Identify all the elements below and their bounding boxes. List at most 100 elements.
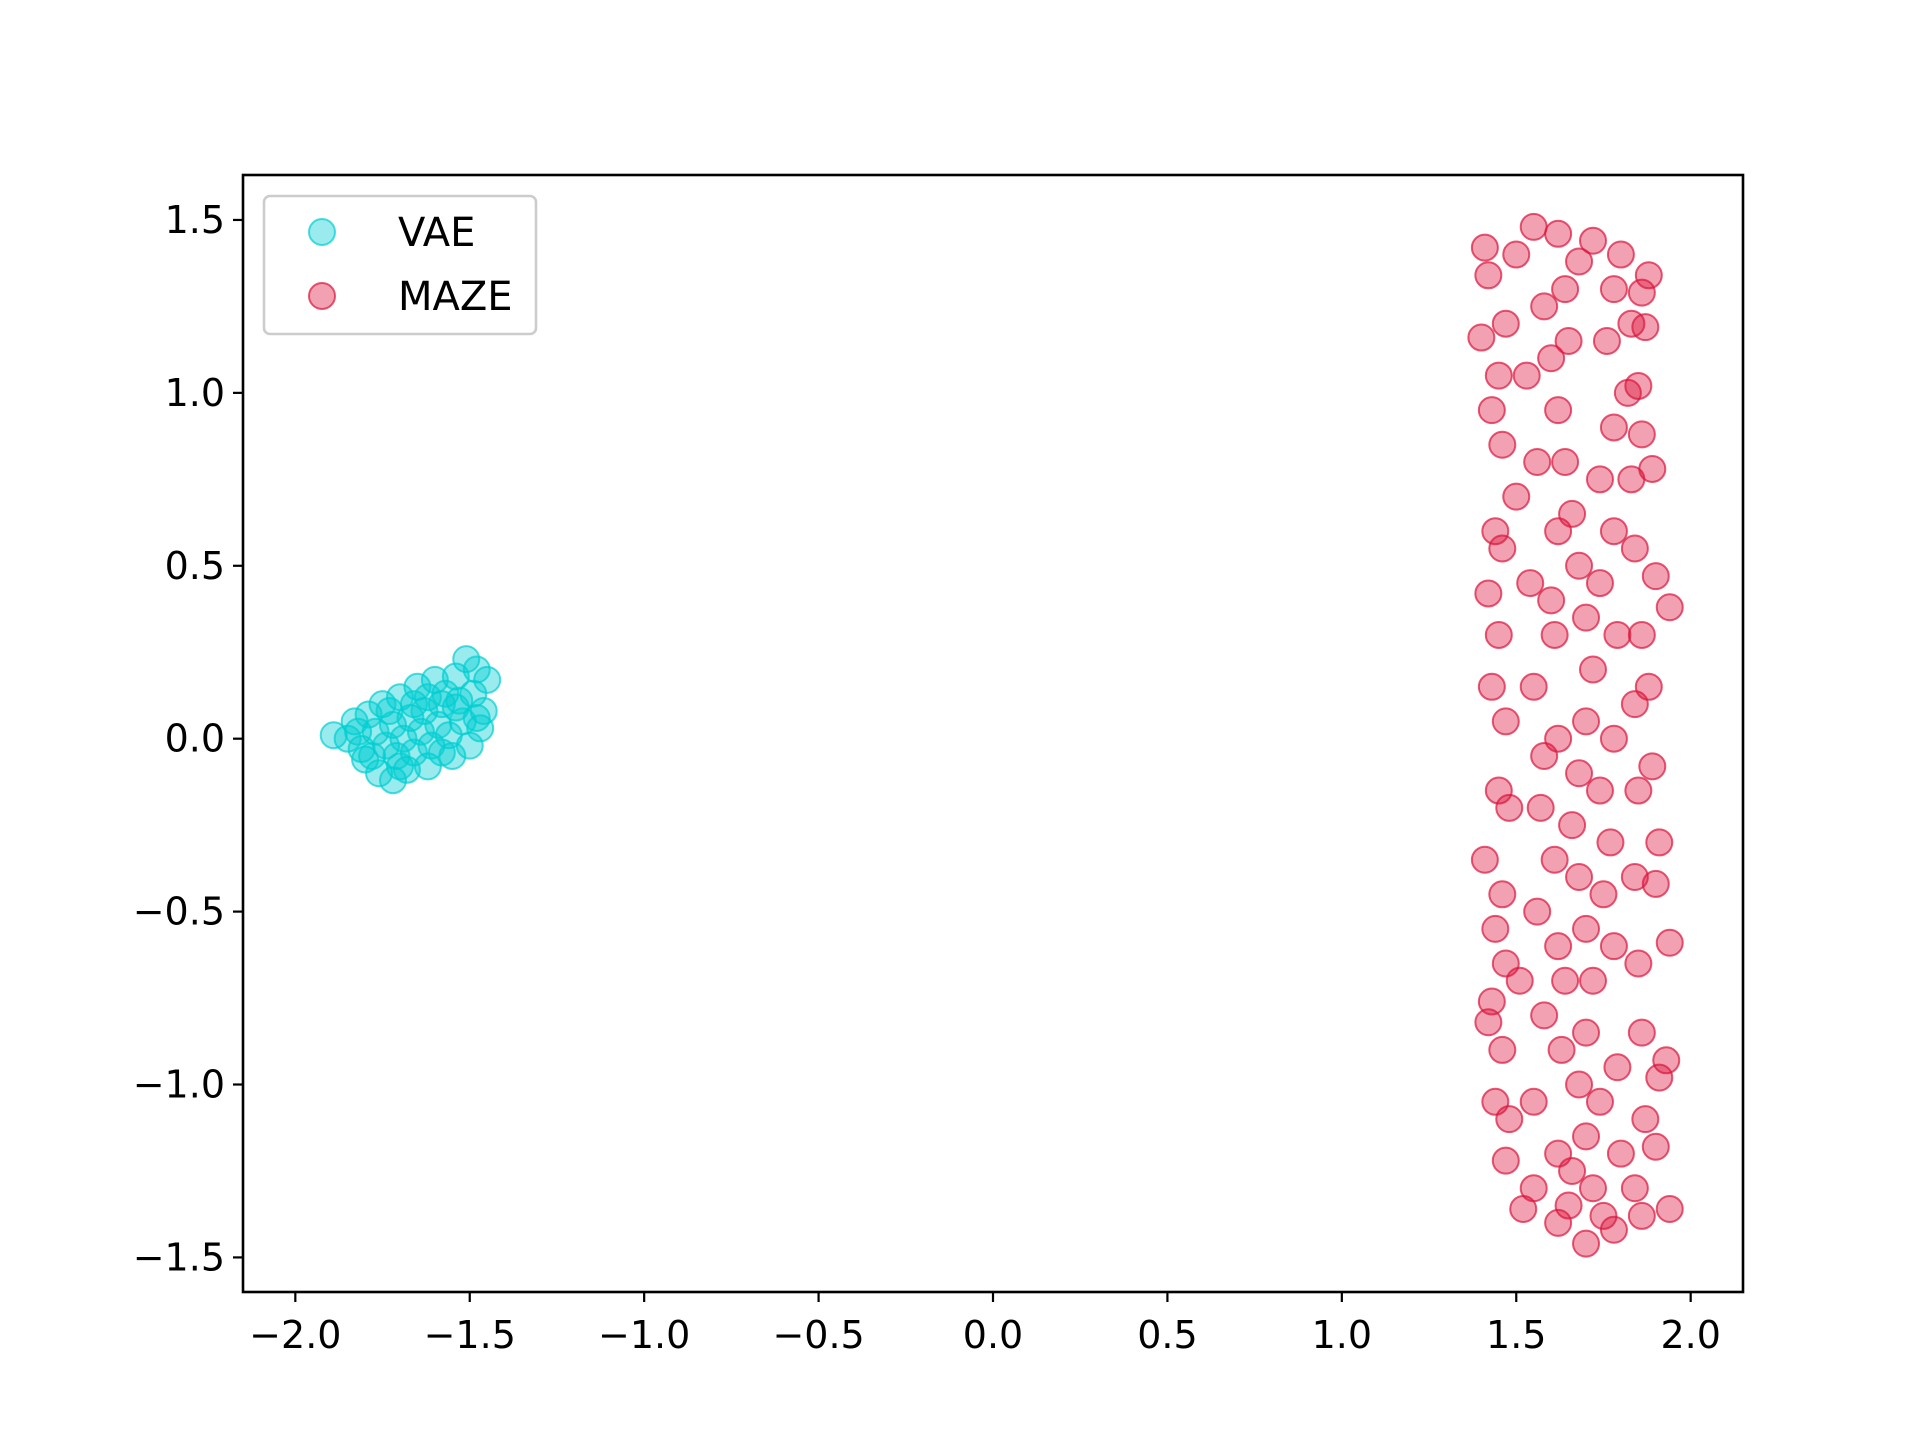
point-maze-80 xyxy=(1572,914,1601,943)
point-maze-65 xyxy=(1613,378,1642,407)
point-vae-41 xyxy=(358,741,387,770)
point-maze-98 xyxy=(1599,724,1628,753)
point-maze-84 xyxy=(1572,1122,1601,1151)
point-maze-114 xyxy=(1585,776,1614,805)
x-axis: −2.0 −1.5 −1.0 −0.5 0.0 0.5 1.0 1.5 2.0 xyxy=(249,1292,1721,1357)
point-maze-104 xyxy=(1547,1035,1576,1064)
point-maze-91 xyxy=(1516,569,1545,598)
point-maze-116 xyxy=(1585,1087,1614,1116)
point-maze-70 xyxy=(1544,396,1573,425)
point-vae-42 xyxy=(385,752,414,781)
x-tick-label: −2.0 xyxy=(249,1313,341,1357)
point-maze-43 xyxy=(1488,430,1517,459)
y-tick-label: −1.0 xyxy=(133,1063,225,1107)
point-maze-2 xyxy=(1467,323,1496,352)
point-maze-71 xyxy=(1551,448,1580,477)
point-vae-37 xyxy=(424,710,453,739)
point-maze-106 xyxy=(1540,845,1569,874)
point-maze-0 xyxy=(1470,233,1499,262)
point-maze-42 xyxy=(1484,361,1513,390)
point-maze-78 xyxy=(1558,811,1587,840)
point-maze-10 xyxy=(1477,987,1506,1016)
point-maze-58 xyxy=(1624,949,1653,978)
point-vae-6 xyxy=(365,759,394,788)
x-tick-label: 1.5 xyxy=(1486,1313,1546,1357)
point-maze-77 xyxy=(1565,759,1594,788)
point-maze-34 xyxy=(1634,261,1663,290)
point-maze-81 xyxy=(1579,966,1607,995)
point-maze-60 xyxy=(1624,776,1653,805)
point-maze-29 xyxy=(1641,562,1670,591)
point-maze-50 xyxy=(1488,1035,1517,1064)
point-vae-23 xyxy=(361,717,390,746)
point-maze-101 xyxy=(1603,1053,1632,1082)
point-maze-120 xyxy=(1551,966,1580,995)
point-maze-93 xyxy=(1512,361,1541,390)
point-maze-28 xyxy=(1655,593,1684,622)
point-vae-35 xyxy=(389,724,418,753)
point-maze-51 xyxy=(1495,1105,1524,1134)
point-maze-110 xyxy=(1551,275,1580,304)
point-maze-54 xyxy=(1589,1201,1618,1230)
point-maze-59 xyxy=(1620,863,1649,892)
point-maze-112 xyxy=(1585,465,1614,494)
point-maze-99 xyxy=(1596,828,1625,857)
x-tick-label: 2.0 xyxy=(1660,1313,1720,1357)
point-vae-44 xyxy=(445,686,474,715)
point-maze-79 xyxy=(1565,863,1594,892)
point-maze-100 xyxy=(1599,932,1628,961)
x-tick-label: −0.5 xyxy=(772,1313,864,1357)
point-maze-69 xyxy=(1537,344,1566,373)
point-maze-75 xyxy=(1579,655,1607,684)
point-maze-23 xyxy=(1655,928,1684,957)
point-vae-30 xyxy=(434,721,463,750)
point-maze-118 xyxy=(1537,586,1566,615)
point-maze-46 xyxy=(1491,707,1520,736)
point-maze-108 xyxy=(1540,620,1569,649)
point-maze-16 xyxy=(1572,1229,1601,1258)
point-vae-20 xyxy=(354,700,383,729)
point-vae-7 xyxy=(379,766,407,795)
point-vae-12 xyxy=(466,714,495,743)
point-maze-20 xyxy=(1641,1132,1670,1161)
point-maze-47 xyxy=(1495,793,1524,822)
point-maze-36 xyxy=(1606,240,1635,269)
point-vae-45 xyxy=(462,703,491,732)
point-vae-40 xyxy=(375,697,404,726)
point-maze-76 xyxy=(1572,707,1601,736)
x-tick-label: 0.5 xyxy=(1137,1313,1197,1357)
y-tick-label: −1.5 xyxy=(133,1235,225,1279)
y-tick-label: 0.5 xyxy=(165,544,225,588)
point-maze-57 xyxy=(1627,1018,1656,1047)
point-maze-122 xyxy=(1502,482,1531,511)
legend-label-maze: MAZE xyxy=(398,274,513,320)
point-maze-35 xyxy=(1627,278,1656,307)
point-vae-36 xyxy=(406,717,435,746)
point-vae-34 xyxy=(372,731,401,760)
point-maze-52 xyxy=(1519,1174,1548,1203)
series-vae xyxy=(319,645,502,795)
point-maze-82 xyxy=(1572,1018,1601,1047)
point-maze-102 xyxy=(1606,1139,1635,1168)
point-maze-22 xyxy=(1652,1046,1681,1075)
point-maze-13 xyxy=(1491,1146,1520,1175)
legend: VAE MAZE xyxy=(262,194,538,336)
point-maze-24 xyxy=(1641,869,1670,898)
point-maze-67 xyxy=(1599,275,1628,304)
legend-marker-maze xyxy=(308,282,336,310)
point-maze-92 xyxy=(1523,448,1552,477)
point-maze-95 xyxy=(1599,413,1628,442)
x-tick-label: 1.0 xyxy=(1312,1313,1372,1357)
point-maze-119 xyxy=(1530,741,1559,770)
point-maze-37 xyxy=(1579,226,1607,255)
point-maze-9 xyxy=(1481,914,1510,943)
point-maze-56 xyxy=(1631,1105,1660,1134)
point-maze-4 xyxy=(1481,517,1510,546)
point-maze-88 xyxy=(1523,897,1552,926)
point-maze-111 xyxy=(1565,247,1594,276)
point-maze-38 xyxy=(1544,219,1573,248)
point-vae-46 xyxy=(333,724,362,753)
point-maze-90 xyxy=(1519,672,1548,701)
point-maze-41 xyxy=(1491,309,1520,338)
